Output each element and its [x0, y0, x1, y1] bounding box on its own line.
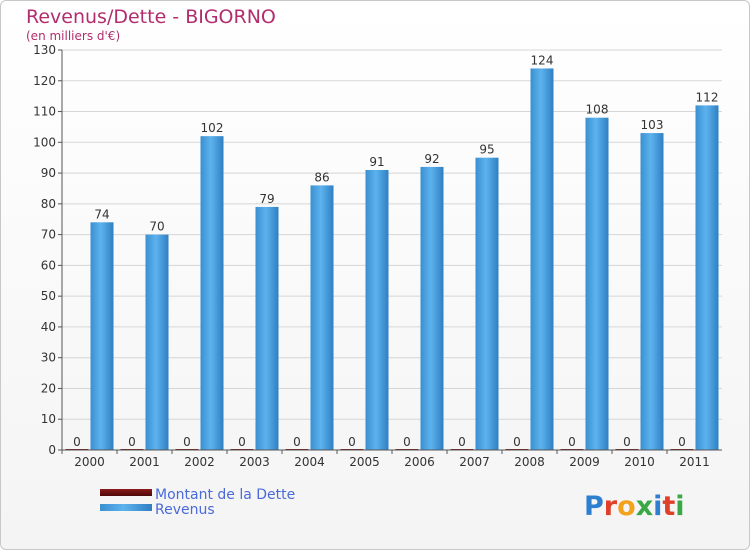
bar-revenus-2002	[200, 136, 224, 450]
bar-revenus-2010	[640, 133, 664, 451]
bar-revenus-2007	[475, 157, 499, 450]
label-revenus-2010: 103	[641, 118, 664, 132]
x-tick-label: 2011	[679, 455, 710, 469]
logo-text: Proxiti	[584, 491, 685, 522]
x-tick-label: 2003	[239, 455, 270, 469]
bar-revenus-2000	[90, 222, 114, 450]
y-tick-label: 10	[41, 412, 56, 426]
logo-letter: t	[662, 491, 675, 522]
y-tick-label: 30	[41, 351, 56, 365]
label-revenus-2002: 102	[201, 121, 224, 135]
y-tick-label: 130	[33, 43, 56, 57]
logo-letter: P	[584, 491, 604, 522]
label-dette-2002: 0	[183, 435, 191, 449]
y-tick-label: 110	[33, 105, 56, 119]
y-tick-label: 40	[41, 320, 56, 334]
legend: Montant de la Dette Revenus	[100, 487, 295, 518]
logo-letter: i	[675, 491, 684, 522]
label-revenus-2000: 74	[94, 207, 109, 221]
label-dette-2001: 0	[128, 435, 136, 449]
label-dette-2003: 0	[238, 435, 246, 449]
label-dette-2011: 0	[678, 435, 686, 449]
x-tick-label: 2010	[624, 455, 655, 469]
label-revenus-2004: 86	[314, 170, 329, 184]
y-tick-label: 60	[41, 258, 56, 272]
logo-letter: r	[604, 491, 618, 522]
label-revenus-2011: 112	[696, 90, 719, 104]
label-dette-2010: 0	[623, 435, 631, 449]
chart-subtitle: (en milliers d'€)	[26, 29, 120, 43]
label-dette-2006: 0	[403, 435, 411, 449]
bar-revenus-2001	[145, 234, 169, 450]
proxiti-logo: Proxiti	[584, 491, 685, 522]
label-revenus-2008: 124	[531, 53, 554, 67]
chart-title: Revenus/Dette - BIGORNO	[26, 6, 276, 28]
label-revenus-2003: 79	[259, 192, 274, 206]
x-tick-label: 2007	[459, 455, 490, 469]
label-dette-2008: 0	[513, 435, 521, 449]
y-tick-label: 70	[41, 228, 56, 242]
x-tick-label: 2008	[514, 455, 545, 469]
logo-letter: o	[617, 491, 636, 522]
bar-revenus-2009	[585, 117, 609, 450]
legend-swatch-dette	[100, 489, 152, 496]
x-tick-label: 2000	[74, 455, 105, 469]
label-dette-2000: 0	[73, 435, 81, 449]
label-revenus-2007: 95	[479, 143, 494, 157]
y-tick-label: 20	[41, 381, 56, 395]
y-tick-label: 100	[33, 135, 56, 149]
x-axis: 2000 2001 2002 2003 2004 2005 2006 2007 2008 2009…	[61, 449, 722, 469]
bar-revenus-2006	[420, 166, 444, 450]
bar-revenus-2003	[255, 206, 279, 450]
label-revenus-2005: 91	[369, 155, 384, 169]
y-tick-label: 120	[33, 74, 56, 88]
x-tick-label: 2005	[349, 455, 380, 469]
bar-revenus-2004	[310, 185, 334, 450]
bar-revenus-2008	[530, 68, 554, 450]
x-tick-label: 2006	[404, 455, 435, 469]
bar-revenus-2005	[365, 170, 389, 450]
logo-letter: i	[653, 491, 662, 522]
logo-letter: x	[636, 491, 653, 522]
legend-label-revenus: Revenus	[155, 502, 215, 518]
legend-label-dette: Montant de la Dette	[155, 487, 295, 503]
y-tick-label: 50	[41, 289, 56, 303]
legend-swatch-revenus	[100, 504, 152, 511]
y-tick-label: 80	[41, 197, 56, 211]
y-tick-label: 90	[41, 166, 56, 180]
label-dette-2009: 0	[568, 435, 576, 449]
x-tick-label: 2004	[294, 455, 325, 469]
y-axis: 0 10 20 30 40 50 60 70 80 90 100 110 120 130	[33, 43, 63, 457]
x-tick-label: 2001	[129, 455, 160, 469]
y-tick-label: 0	[48, 443, 56, 457]
label-dette-2007: 0	[458, 435, 466, 449]
x-tick-label: 2002	[184, 455, 215, 469]
label-revenus-2006: 92	[424, 152, 439, 166]
label-revenus-2009: 108	[586, 103, 609, 117]
bar-revenus-2011	[695, 105, 719, 450]
label-dette-2005: 0	[348, 435, 356, 449]
bars: 0 74 0 70 0 102 0 79 0 86 0 91 0 92 0 95 0 124 0 108 0 103 0 11…	[65, 53, 719, 451]
x-tick-label: 2009	[569, 455, 600, 469]
label-dette-2004: 0	[293, 435, 301, 449]
label-revenus-2001: 70	[149, 220, 164, 234]
